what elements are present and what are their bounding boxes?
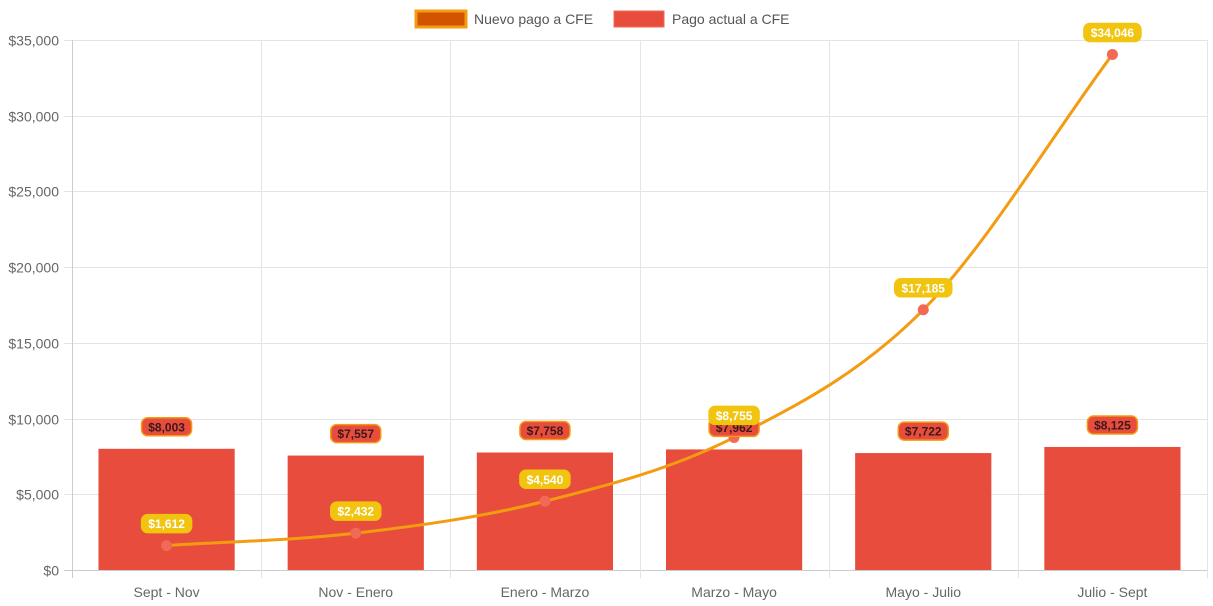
x-tick-label: Julio - Sept [1077,584,1147,600]
line-label-4-text: $8,755 [716,409,753,423]
line-label-1-text: $1,612 [148,517,185,531]
line-label-5: $17,185 [894,278,953,298]
line-label-1: $1,612 [140,513,193,534]
grid [64,40,1208,578]
bar-label-2: $7,557 [330,423,382,444]
data-labels: $8,003 $7,557 $7,758 $7,962 $7,722 $8,125$1,6… [140,22,1142,534]
nuevo-pago-line[interactable] [166,53,1114,548]
bar-label-2-text: $7,557 [337,427,374,441]
y-tick-label: $10,000 [8,412,59,428]
axes: $0 $5,000 $10,000 $15,000 $20,000 $25,000 $30,… [8,33,1147,601]
x-tick-label: Enero - Marzo [501,584,590,600]
x-tick-label: Marzo - Mayo [691,584,777,600]
bar-label-3-bg [519,420,571,441]
line-label-4: $8,755 [708,405,760,426]
y-tick-label: $0 [43,563,59,579]
bar-5[interactable] [855,453,992,570]
line-label-3: $4,540 [519,469,571,490]
bar-label-5-text: $7,722 [905,425,942,439]
bar-label-1-text: $8,003 [148,420,185,434]
line-label-6-bg [1083,22,1142,43]
legend[interactable]: Nuevo pago a CFE Pago actual a CFE [414,9,790,29]
y-tick-label: $30,000 [8,109,59,125]
line-label-2-text: $2,432 [337,505,374,519]
bar-label-1: $8,003 [140,417,193,437]
legend-swatch-nuevo-pago [414,9,468,29]
x-tick-label: Sept - Nov [134,584,200,600]
line-point-3[interactable] [539,495,551,507]
line-point-2[interactable] [350,527,362,539]
bar-label-5-bg [897,421,949,441]
line-label-3-bg [519,469,571,490]
bar-series-pago-actual [98,446,1181,570]
y-tick-label: $35,000 [8,33,59,49]
legend-item-pago-actual[interactable]: Pago actual a CFE [613,10,790,28]
line-series-nuevo-pago [161,48,1118,552]
line-label-5-bg [894,278,953,298]
line-label-6-text: $34,046 [1091,26,1135,40]
bar-4[interactable] [665,449,803,570]
line-label-5-text: $17,185 [902,281,946,295]
bar-label-2-bg [330,423,382,444]
line-label-4-bg [708,405,760,426]
bar-6[interactable] [1044,446,1181,570]
y-tick-label: $25,000 [8,184,59,200]
bar-label-6-bg [1086,415,1139,435]
bar-label-3-text: $7,758 [527,424,564,438]
line-point-5[interactable] [917,304,929,316]
bar-label-6: $8,125 [1086,415,1139,435]
legend-label-nuevo-pago: Nuevo pago a CFE [474,11,593,27]
y-tick-label: $15,000 [8,336,59,352]
bar-label-3: $7,758 [519,420,571,441]
line-label-6: $34,046 [1083,22,1142,43]
bar-label-6-text: $8,125 [1094,418,1131,432]
x-tick-label: Nov - Enero [318,584,393,600]
line-label-2-bg [330,501,382,521]
line-point-1[interactable] [161,540,173,552]
line-label-1-bg [140,513,193,534]
line-point-6[interactable] [1106,48,1118,60]
line-label-2: $2,432 [330,501,382,521]
y-tick-label: $5,000 [16,487,59,503]
y-tick-label: $20,000 [8,260,59,276]
x-tick-label: Mayo - Julio [886,584,962,600]
bar-1[interactable] [98,448,235,570]
legend-swatch-pago-actual [613,10,665,28]
bar-label-1-bg [140,417,193,437]
bar-label-5: $7,722 [897,421,949,441]
legend-label-pago-actual: Pago actual a CFE [672,11,790,27]
line-label-3-text: $4,540 [527,473,564,487]
legend-item-nuevo-pago[interactable]: Nuevo pago a CFE [414,9,593,29]
